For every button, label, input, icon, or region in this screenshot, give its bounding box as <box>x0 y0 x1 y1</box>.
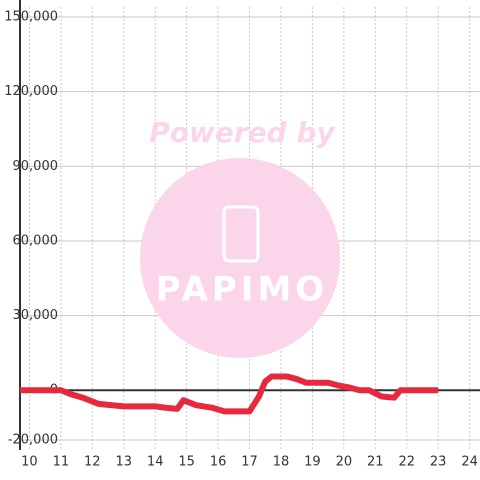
x-tick-label: 13 <box>115 455 132 470</box>
x-tick-label: 20 <box>336 455 353 470</box>
y-tick-label: 90,000 <box>13 159 59 174</box>
watermark-circle <box>140 158 340 358</box>
watermark: Powered by PAPIMO <box>140 116 340 358</box>
x-tick-label: 11 <box>53 455 70 470</box>
watermark-logo: PAPIMO <box>156 270 328 310</box>
y-tick-label: -20,000 <box>8 433 58 448</box>
y-tick-label: 150,000 <box>4 10 58 25</box>
x-tick-label: 10 <box>21 455 38 470</box>
x-tick-label: 12 <box>84 455 101 470</box>
watermark-caption: Powered by <box>149 116 336 149</box>
watermark-phone <box>222 205 260 263</box>
x-tick-label: 14 <box>147 455 164 470</box>
x-tick-label: 23 <box>430 455 447 470</box>
x-tick-label: 17 <box>241 455 258 470</box>
x-tick-label: 16 <box>210 455 227 470</box>
y-tick-label: 120,000 <box>4 84 58 99</box>
x-tick-label: 22 <box>398 455 415 470</box>
x-tick-label: 15 <box>178 455 195 470</box>
x-tick-label: 21 <box>367 455 384 470</box>
y-tick-label: 60,000 <box>13 233 59 248</box>
x-tick-label: 18 <box>273 455 290 470</box>
x-tick-label: 19 <box>304 455 321 470</box>
x-tick-label: 24 <box>461 455 478 470</box>
y-tick-label: 30,000 <box>13 308 59 323</box>
line <box>20 373 439 415</box>
